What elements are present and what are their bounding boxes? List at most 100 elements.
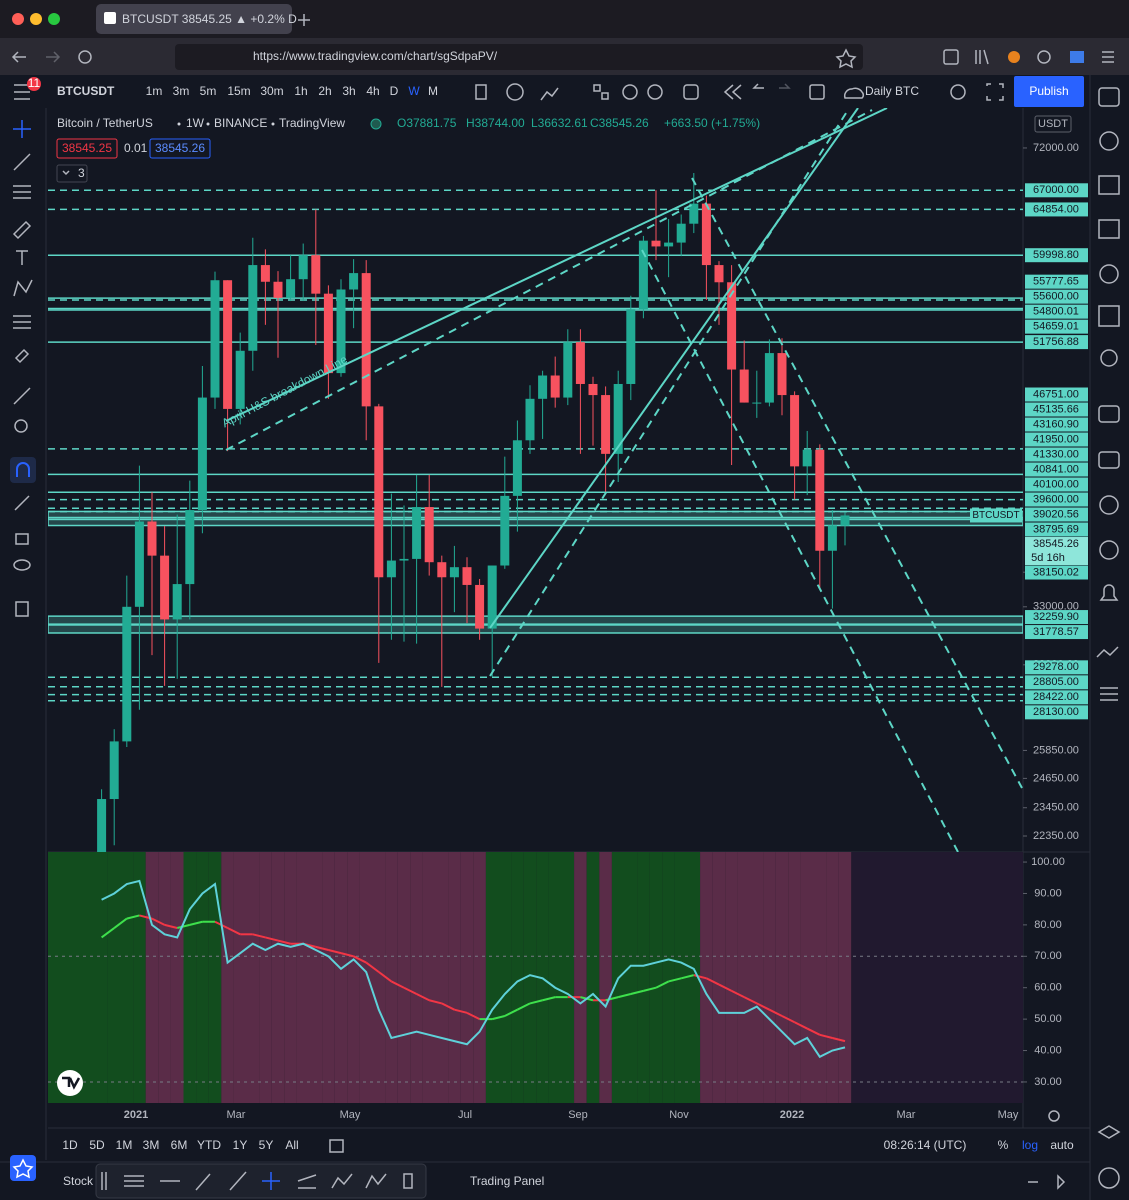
signal-segment <box>806 1027 821 1036</box>
panel-tab[interactable]: Stock <box>63 1174 94 1188</box>
y-tick-label: 22350.00 <box>1033 830 1079 842</box>
range-button[interactable]: 1D <box>62 1138 78 1152</box>
interval-button[interactable]: W <box>408 84 420 98</box>
range-button[interactable]: 5Y <box>259 1138 274 1152</box>
back-button[interactable] <box>11 51 26 63</box>
bookmark-star[interactable] <box>835 48 857 69</box>
signal-segment <box>126 914 140 920</box>
interval-button[interactable]: 3h <box>342 84 355 98</box>
interval-button[interactable]: 15m <box>227 84 250 98</box>
forward-button[interactable] <box>46 51 61 63</box>
panel-controls[interactable] <box>1028 1174 1066 1190</box>
legend-low: L36632.61 <box>531 116 588 130</box>
range-button[interactable]: All <box>285 1138 298 1152</box>
range-button[interactable]: 3M <box>143 1138 160 1152</box>
y-tick-label: 23450.00 <box>1033 802 1079 814</box>
symbol-search[interactable]: BTCUSDT <box>57 84 115 98</box>
candle-body <box>752 402 762 404</box>
candle-body <box>727 282 737 370</box>
oscillator-line <box>101 879 846 1059</box>
trend-zone <box>385 852 398 1103</box>
log-toggle[interactable]: log <box>1022 1138 1038 1152</box>
range-button[interactable]: YTD <box>197 1138 221 1152</box>
browser-tab[interactable] <box>96 4 292 34</box>
trend-zone <box>498 852 512 1103</box>
countdown: 5d 16h <box>1031 552 1065 564</box>
publish-button[interactable] <box>1014 76 1084 107</box>
buy-button[interactable] <box>149 138 211 159</box>
close-window[interactable] <box>12 13 24 25</box>
x-tick-label: May <box>340 1109 361 1121</box>
tv-logo <box>57 1070 83 1096</box>
date-range-button[interactable] <box>329 1139 344 1153</box>
signal-segment <box>164 923 178 929</box>
interval-button[interactable]: 1h <box>294 84 307 98</box>
interval-button[interactable]: 1m <box>146 84 163 98</box>
auto-toggle[interactable]: auto <box>1050 1138 1074 1152</box>
sidebar-icons[interactable] <box>1096 87 1121 1189</box>
range-button[interactable]: 1M <box>116 1138 133 1152</box>
level-badge <box>1025 462 1088 477</box>
settings-button[interactable] <box>1048 1110 1060 1122</box>
level-label: 41950.00 <box>1033 433 1079 445</box>
interval-button[interactable]: D <box>390 84 399 98</box>
range-button[interactable]: 5D <box>89 1138 105 1152</box>
candle-body <box>802 449 812 467</box>
candle-body <box>689 203 699 224</box>
trend-zone <box>649 852 663 1103</box>
symbol-badge-label: BTCUSDT <box>972 510 1019 521</box>
x-tick-label: Mar <box>897 1109 916 1121</box>
currency-badge[interactable] <box>1034 115 1072 133</box>
y-tick-label: 33000.00 <box>1033 601 1079 613</box>
url-field[interactable] <box>175 44 863 70</box>
candle-body <box>676 223 686 243</box>
indicators-toggle[interactable] <box>56 164 88 183</box>
minimize-window[interactable] <box>30 13 42 25</box>
y-tick-label: 24650.00 <box>1033 772 1079 784</box>
favorites-button[interactable] <box>10 1155 36 1181</box>
reload-button[interactable] <box>78 50 92 64</box>
spread: 0.01 <box>124 141 148 155</box>
level-label: 41330.00 <box>1033 448 1079 460</box>
interval-button[interactable]: 30m <box>260 84 283 98</box>
maximize-window[interactable] <box>48 13 60 25</box>
level-label: 39600.00 <box>1033 493 1079 505</box>
trend-zone <box>712 852 726 1103</box>
level-label: 38795.69 <box>1033 523 1079 535</box>
tab-favicon <box>104 12 116 24</box>
level-label: 67000.00 <box>1033 184 1079 196</box>
x-tick-label: Mar <box>227 1109 246 1121</box>
panel-tab[interactable]: Trading Panel <box>470 1174 544 1188</box>
new-tab[interactable] <box>298 14 310 26</box>
candle-body <box>764 353 774 403</box>
range-button[interactable]: 1Y <box>233 1138 248 1152</box>
layout-name[interactable]: Daily BTC <box>865 84 919 98</box>
candle-body <box>386 560 396 578</box>
trend-zone <box>763 852 776 1103</box>
interval-button[interactable]: 4h <box>366 84 379 98</box>
floating-toolbar-icons[interactable] <box>101 1171 413 1191</box>
level-badge <box>1025 289 1088 304</box>
trend-zone <box>813 852 827 1103</box>
candle-body <box>160 555 170 620</box>
range-button[interactable]: 6M <box>171 1138 188 1152</box>
percent-toggle[interactable]: % <box>998 1138 1009 1152</box>
candle-body <box>626 309 636 384</box>
level-label: 55777.65 <box>1033 276 1079 288</box>
interval-button[interactable]: 5m <box>200 84 217 98</box>
candle-body <box>223 280 233 409</box>
candle-body <box>714 265 724 283</box>
level-label: 51756.88 <box>1033 336 1079 348</box>
candle-body <box>298 255 308 280</box>
interval-button[interactable]: 2h <box>318 84 331 98</box>
trend-zone <box>145 852 159 1103</box>
interval-button[interactable]: 3m <box>173 84 190 98</box>
sell-button[interactable] <box>56 138 118 159</box>
trend-zone <box>662 852 675 1103</box>
trend-zone <box>548 852 562 1103</box>
signal-segment <box>768 1008 783 1017</box>
drawing-tools[interactable] <box>10 120 36 617</box>
interval-button[interactable]: M <box>428 84 438 98</box>
market-status[interactable] <box>370 118 382 130</box>
candle-body <box>651 240 661 247</box>
